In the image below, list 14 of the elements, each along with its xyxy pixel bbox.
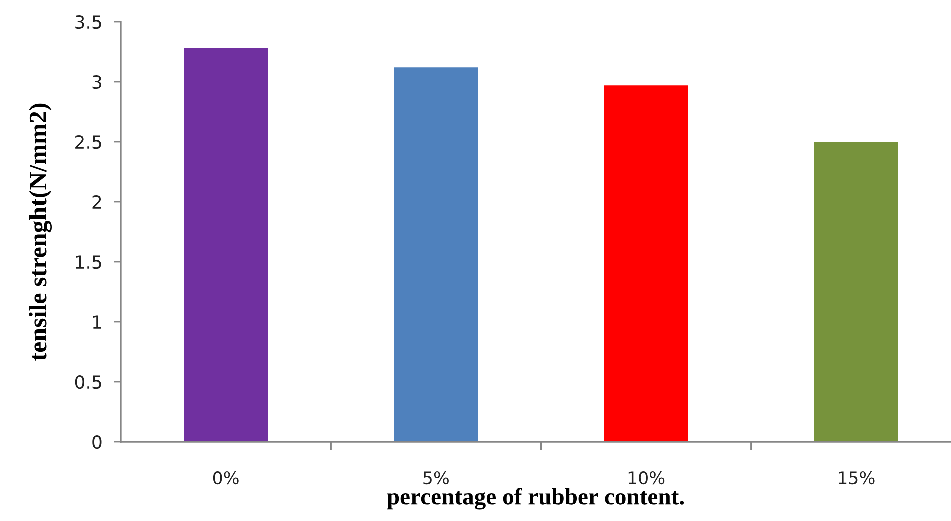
- y-tick-label: 0.5: [75, 375, 102, 390]
- y-tick-label: 0: [92, 435, 102, 450]
- y-axis-title: tensile strenght(N/mm2): [29, 104, 52, 361]
- y-tick-label: 2: [92, 195, 102, 209]
- y-tick-label: 1: [93, 316, 102, 329]
- x-axis-title: percentage of rubber content.: [387, 488, 684, 510]
- y-tick-label: 1.5: [76, 256, 102, 270]
- y-tick-label: 3: [92, 75, 102, 90]
- y-tick-label: 2.5: [76, 135, 102, 150]
- x-tick-label: 10%: [628, 471, 665, 485]
- x-tick-label: 15%: [839, 471, 875, 485]
- x-tick-label: 5%: [424, 471, 450, 485]
- x-tick-label: 0%: [213, 471, 239, 485]
- y-tick-label: 3.5: [76, 15, 102, 30]
